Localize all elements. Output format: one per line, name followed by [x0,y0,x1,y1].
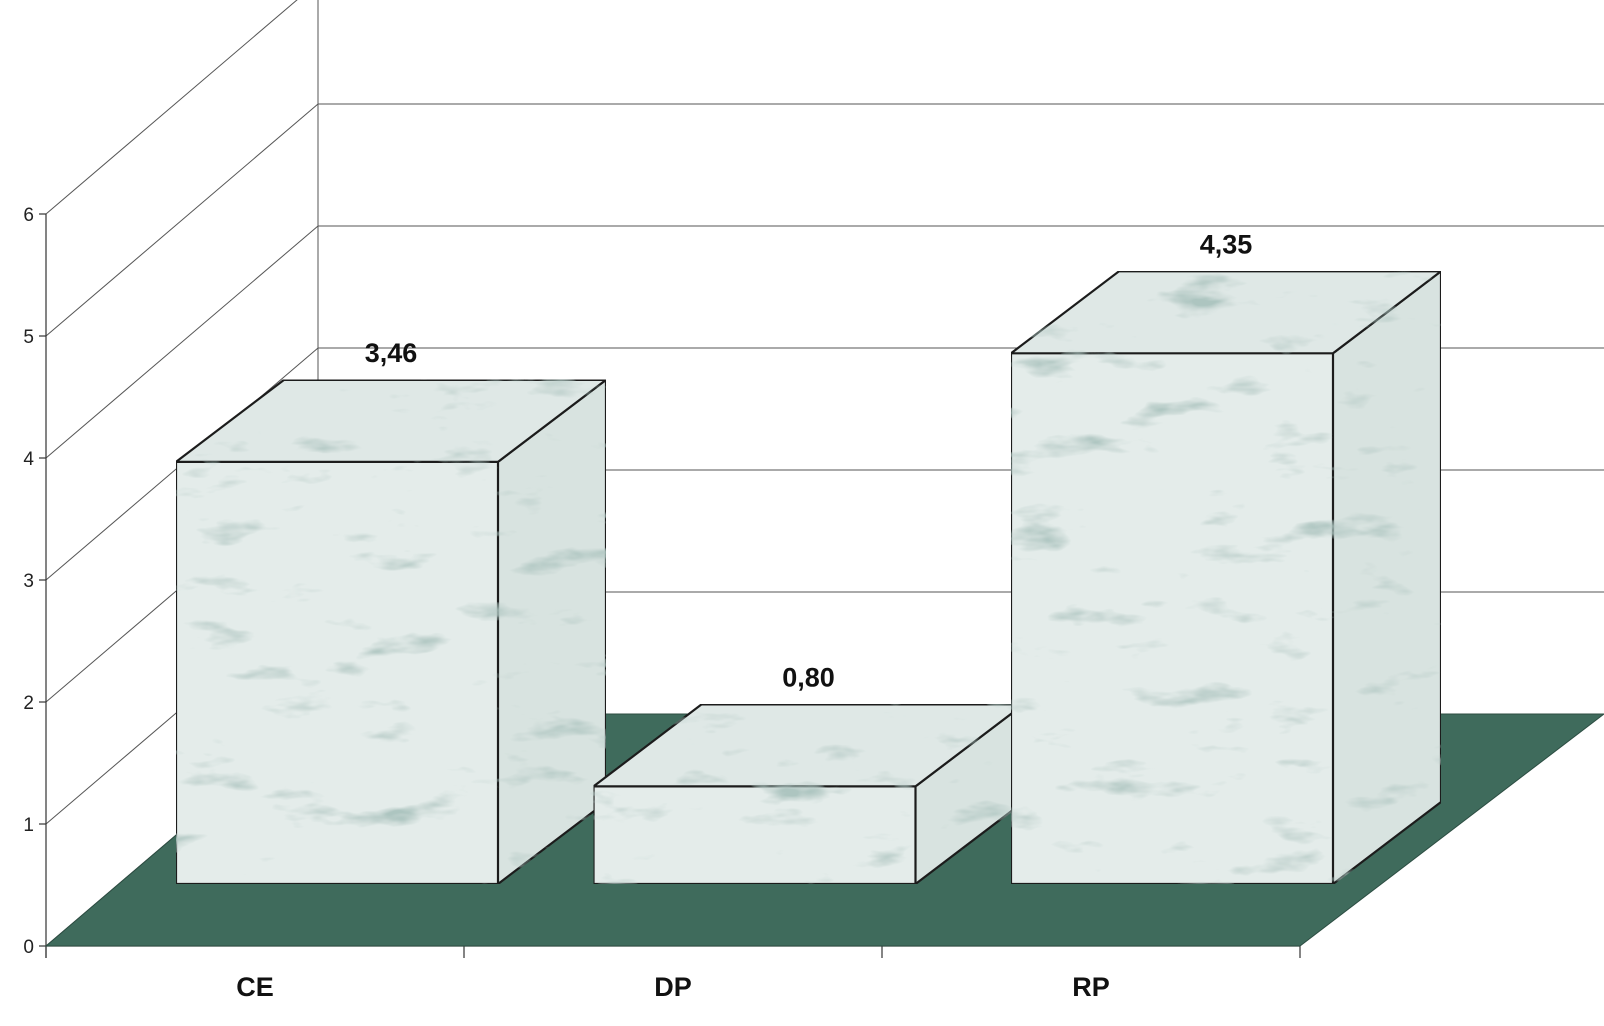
category-label-dp: DP [654,972,692,1002]
bar-front-ce [174,460,500,886]
bar-side-rp [1331,270,1443,886]
gridline-side-4 [45,225,319,459]
y-tick-label-3: 3 [23,571,34,592]
category-label-rp: RP [1072,972,1110,1002]
gridline-side-5 [45,103,319,337]
y-tick-label-0: 0 [23,937,34,958]
y-tick-label-5: 5 [23,327,34,348]
y-tick-label-1: 1 [23,815,34,836]
bar-ce [174,378,608,886]
bars [174,270,1443,886]
bar-rp [1009,270,1443,886]
labels: 3,46 CE 0,80 DP 4,35 RP [236,229,1252,1002]
data-label-rp: 4,35 [1200,229,1253,259]
category-label-ce: CE [236,972,274,1002]
gridline-side-6 [45,0,298,215]
bar-front-rp [1009,352,1335,886]
data-label-ce: 3,46 [365,338,418,368]
bar-top-ce [174,378,608,463]
y-tick-label-2: 2 [23,693,34,714]
y-tick-label-6: 6 [23,205,34,226]
data-label-dp: 0,80 [782,662,835,692]
y-tick-label-4: 4 [23,449,34,470]
bar-side-ce [496,378,608,886]
bar-dp [592,703,1025,886]
bar-front-dp [592,785,917,886]
bar-top-rp [1009,270,1443,355]
